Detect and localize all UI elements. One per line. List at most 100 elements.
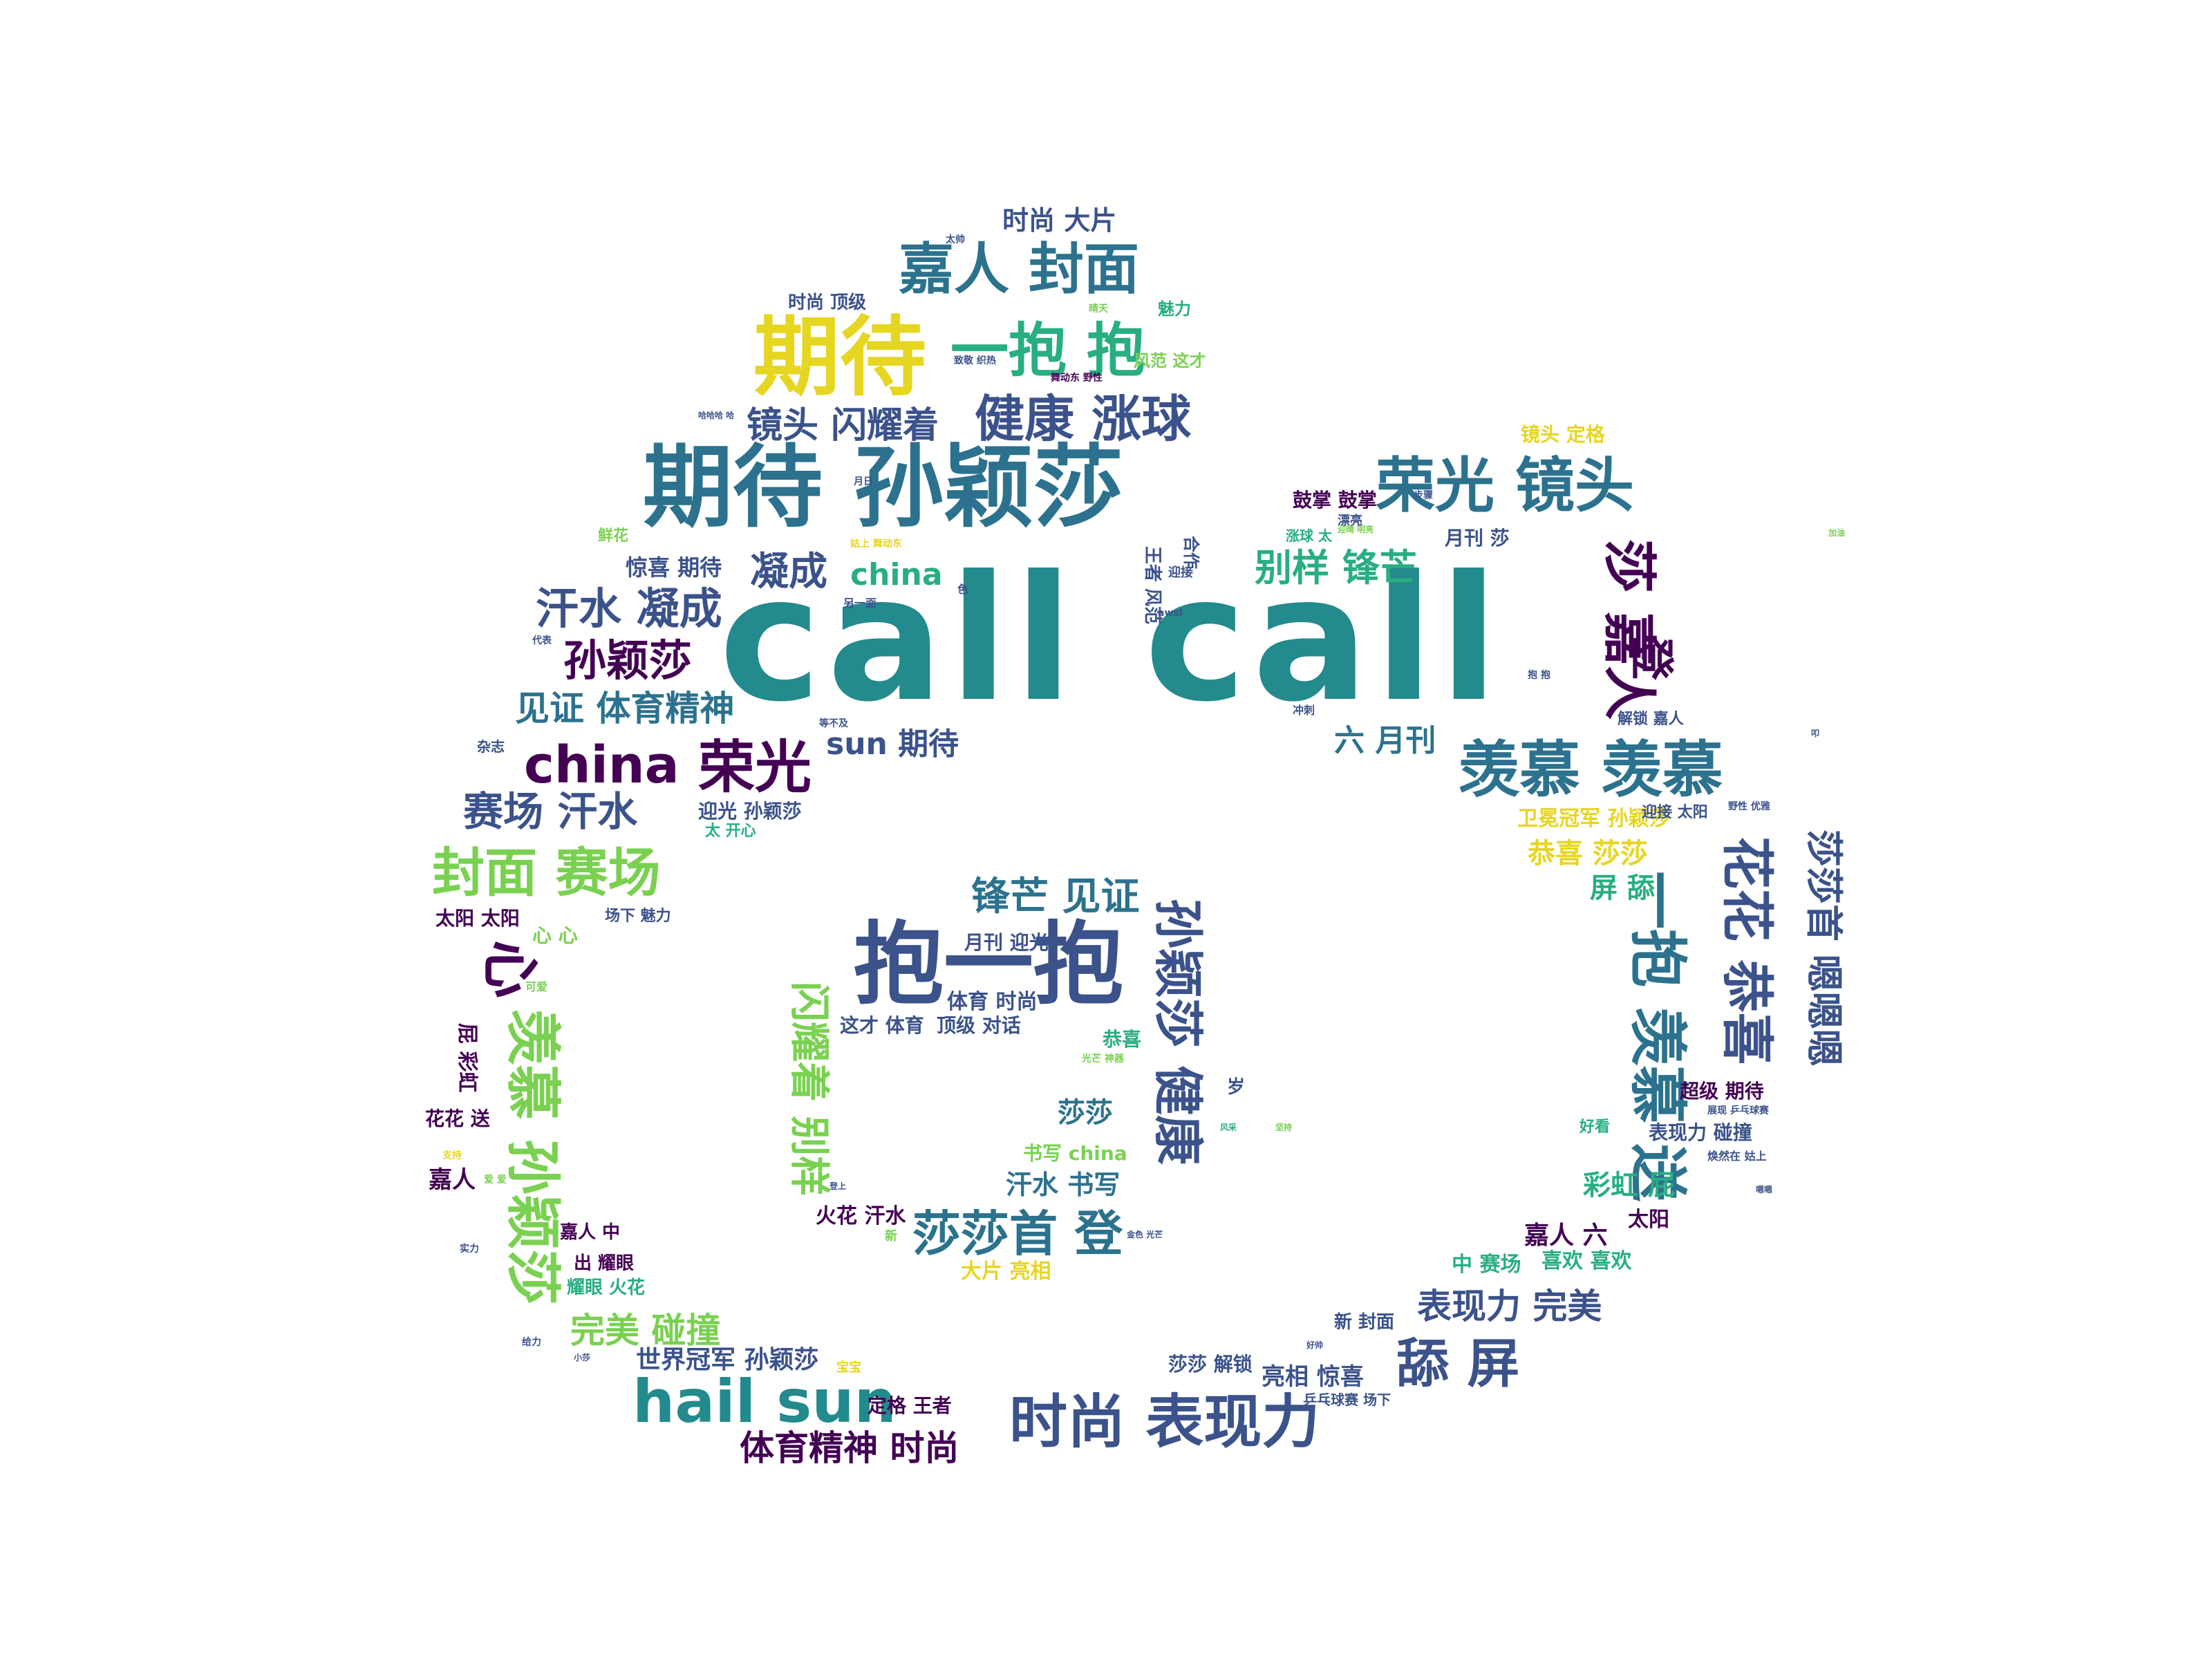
word-yingguang-sunyingsha: 迎光 孙颖莎 (698, 800, 802, 823)
word-yuekan-sha: 月刊 莎 (1445, 527, 1510, 550)
word-jingtou-dingge: 镜头 定格 (1521, 423, 1605, 446)
word-shili: 实力 (460, 1244, 479, 1255)
word-xianhua: 鲜花 (598, 527, 629, 545)
word-xihuan-xihuan: 喜欢 喜欢 (1541, 1249, 1632, 1273)
word-huahua-gongxi-vertical: 花花 恭喜 (1716, 836, 1778, 1065)
word-piaoliang: 漂亮 (1338, 514, 1362, 528)
word-zhong-saichang: 中 赛场 (1452, 1253, 1521, 1277)
word-guangmang-shenqi: 金色 光芒 (1127, 1230, 1163, 1239)
word-dengshang: 展现 乒乓球赛 (1707, 1105, 1769, 1116)
word-jinse-guangmang: 好帅 (1306, 1340, 1324, 1350)
word-sun-qidai: sun 期待 (826, 727, 959, 762)
word-shanyaozhe-bieyang-vertical: 闪耀着 别样 (786, 982, 833, 1197)
word-shasha-jiesuo: 莎莎 解锁 (1168, 1353, 1253, 1376)
word-sui: 岁 (1227, 1077, 1246, 1098)
word-tiyu-shishang: 体育 时尚 (947, 990, 1038, 1014)
word-dingge-wangzhe: 定格 王者 (868, 1394, 952, 1417)
word-hezuo: 代表 (532, 635, 552, 646)
word-tai-kaixin: 太 开心 (705, 823, 756, 840)
word-gongxi-shasha: 恭喜 莎莎 (1528, 838, 1648, 870)
word-bao-yibao: 抱一抱 (854, 912, 1124, 1017)
word-jiankang-zhangqiu: 健康 涨球 (975, 390, 1192, 448)
word-hanshui-ningcheng: 汗水 凝成 (536, 583, 722, 634)
word-chongci: awsl (1158, 608, 1183, 619)
word-baobao: 宝宝 (836, 1360, 861, 1375)
word-zazhi: 杂志 (477, 738, 505, 755)
word-fengcai: 叩 (1811, 729, 1820, 738)
word-huohua-hanshui: 火花 汗水 (816, 1204, 906, 1228)
word-shasha: 莎莎 (1058, 1097, 1113, 1129)
word-ningcheng: 凝成 (750, 550, 827, 594)
word-zhijing-zhire: 舞动东 野性 (1051, 373, 1103, 384)
word-haokan: 好看 (1580, 1118, 1611, 1136)
word-rongguang: 荣光 (698, 735, 812, 800)
word-shijieguanjun-sunyingsha: 世界冠军 孙颖莎 (636, 1346, 819, 1374)
word-se: 步骤 (1414, 490, 1433, 501)
word-deng-vertical: 登 (1625, 636, 1676, 680)
word-shishang-dapian: 时尚 大片 (1002, 205, 1117, 236)
word-wangzhe-fengfan-vertical: 合作 (1181, 536, 1201, 569)
word-buzhou: 迎晴 明亮 (1338, 525, 1374, 534)
word-jiaren-small: 嘉人 (429, 1166, 476, 1194)
word-jingtou-shanyaozhe: 镜头 闪耀着 (747, 405, 939, 447)
word-tiyujingshen-shishang: 体育精神 时尚 (740, 1428, 959, 1468)
word-sunyingsha-jiankang-vertical: 孙颖莎 健康 (1149, 899, 1207, 1165)
word-rongguang-jingtou: 荣光 镜头 (1376, 451, 1634, 521)
word-yingjie: 迎接 (1168, 565, 1193, 580)
word-daibiao: 致敬 织热 (954, 355, 996, 366)
word-haoshuai: 爱 爱 (484, 1174, 507, 1185)
word-jiesuo-jiaren: 解锁 嘉人 (1618, 711, 1684, 728)
word-yibao-xianmu-song-vertical: 一抱 羡慕 送 (1624, 871, 1691, 1202)
word-yibao-bao: 一抱 抱 (950, 317, 1145, 384)
word-hail-sun: hail sun (632, 1367, 897, 1436)
word-enen: 加油 (1828, 528, 1846, 538)
word-zhanxian-pingpangqiusai: 焕然在 姑上 (1707, 1150, 1767, 1163)
word-kou: 哈哈哈 哈 (698, 411, 735, 420)
word-yuekan-yingguang: 月刊 迎光 (964, 931, 1049, 954)
word-zhangqiu-tai: 涨球 太 (1286, 527, 1332, 544)
word-yexing-youya: 光芒 神器 (1082, 1053, 1124, 1065)
word-shashashou-deng: 莎莎首 登 (912, 1206, 1123, 1262)
word-xianmu-xianmu: 羡慕 羡慕 (1459, 734, 1723, 805)
word-changxia-meili: 场下 魅力 (605, 908, 671, 925)
word-fengmang-jianzheng: 锋芒 见证 (971, 874, 1140, 919)
word-xianmu-sunyingsha-vertical: 羡慕 孙颖莎 (500, 1009, 565, 1305)
word-zhichi: 登上 (830, 1181, 847, 1191)
word-dapian-liangxiang: 大片 亮相 (961, 1259, 1051, 1284)
word-biaoxianli-wanmei: 表现力 完美 (1417, 1286, 1602, 1327)
word-geili: 给力 (522, 1337, 541, 1348)
word-jiaren-liu: 嘉人 六 (1524, 1221, 1608, 1250)
word-gushang-wudongdong: 等不及 (819, 718, 848, 729)
word-jingxi-qidai: 惊喜 期待 (626, 554, 722, 581)
word-jiaren-zhong: 嘉人 中 (560, 1222, 621, 1243)
word-jianzheng-tiyujingshen: 见证 体育精神 (515, 688, 735, 729)
word-sha-jiaren-vertical: 莎 嘉人 (1597, 539, 1660, 720)
word-jiaren-fengmian: 嘉人 封面 (899, 237, 1139, 301)
word-chaoji-qidai: 超级 期待 (1680, 1080, 1764, 1103)
word-huahua-song: 花花 送 (425, 1107, 490, 1130)
word-wudongdong-yexing: 晴天 (1089, 303, 1108, 315)
word-hanshui-shuxie: 汗水 书写 (1006, 1170, 1121, 1200)
word-taiyang: 太阳 (1628, 1208, 1669, 1232)
word-meili: 魅力 (1158, 299, 1191, 319)
word-sunyingsha-mid: 孙颖莎 (563, 635, 693, 686)
word-zhecai-tiyu: 这才 体育 (840, 1014, 924, 1037)
word-awsl: 色 (957, 583, 969, 596)
word-chu-yaoyan: 出 耀眼 (574, 1253, 635, 1274)
word-fengmian-saichang: 封面 赛场 (432, 842, 661, 903)
word-ping-tian: 屏 舔 (1590, 872, 1655, 904)
word-shishang-dingji: 时尚 顶级 (788, 292, 867, 313)
word-china-large: china (524, 735, 679, 795)
word-qingtian: 太帅 (946, 234, 965, 245)
word-dengbuji: 冲刺 (1293, 704, 1315, 717)
word-taiyang-taiyang: 太阳 太阳 (435, 907, 520, 930)
word-yaoyan-huohua: 耀眼 火花 (567, 1277, 646, 1298)
word-shashashou-enenen-vertical: 莎莎首 嗯嗯嗯 (1802, 830, 1846, 1067)
word-qidai-sunyingsha: 期待 孙颖莎 (643, 435, 1124, 540)
word-dingji-duihua: 顶级 对话 (937, 1014, 1021, 1037)
word-saichang-hanshui: 赛场 汗水 (463, 788, 638, 835)
word-pi-caihong-vertical: 屁 彩虹 (455, 1023, 479, 1093)
word-jianchi: 风采 (1220, 1123, 1237, 1132)
word-lingyimian: 另一面 (843, 597, 877, 610)
